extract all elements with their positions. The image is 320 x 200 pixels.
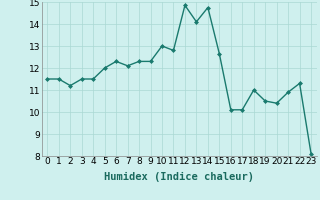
X-axis label: Humidex (Indice chaleur): Humidex (Indice chaleur) bbox=[104, 172, 254, 182]
